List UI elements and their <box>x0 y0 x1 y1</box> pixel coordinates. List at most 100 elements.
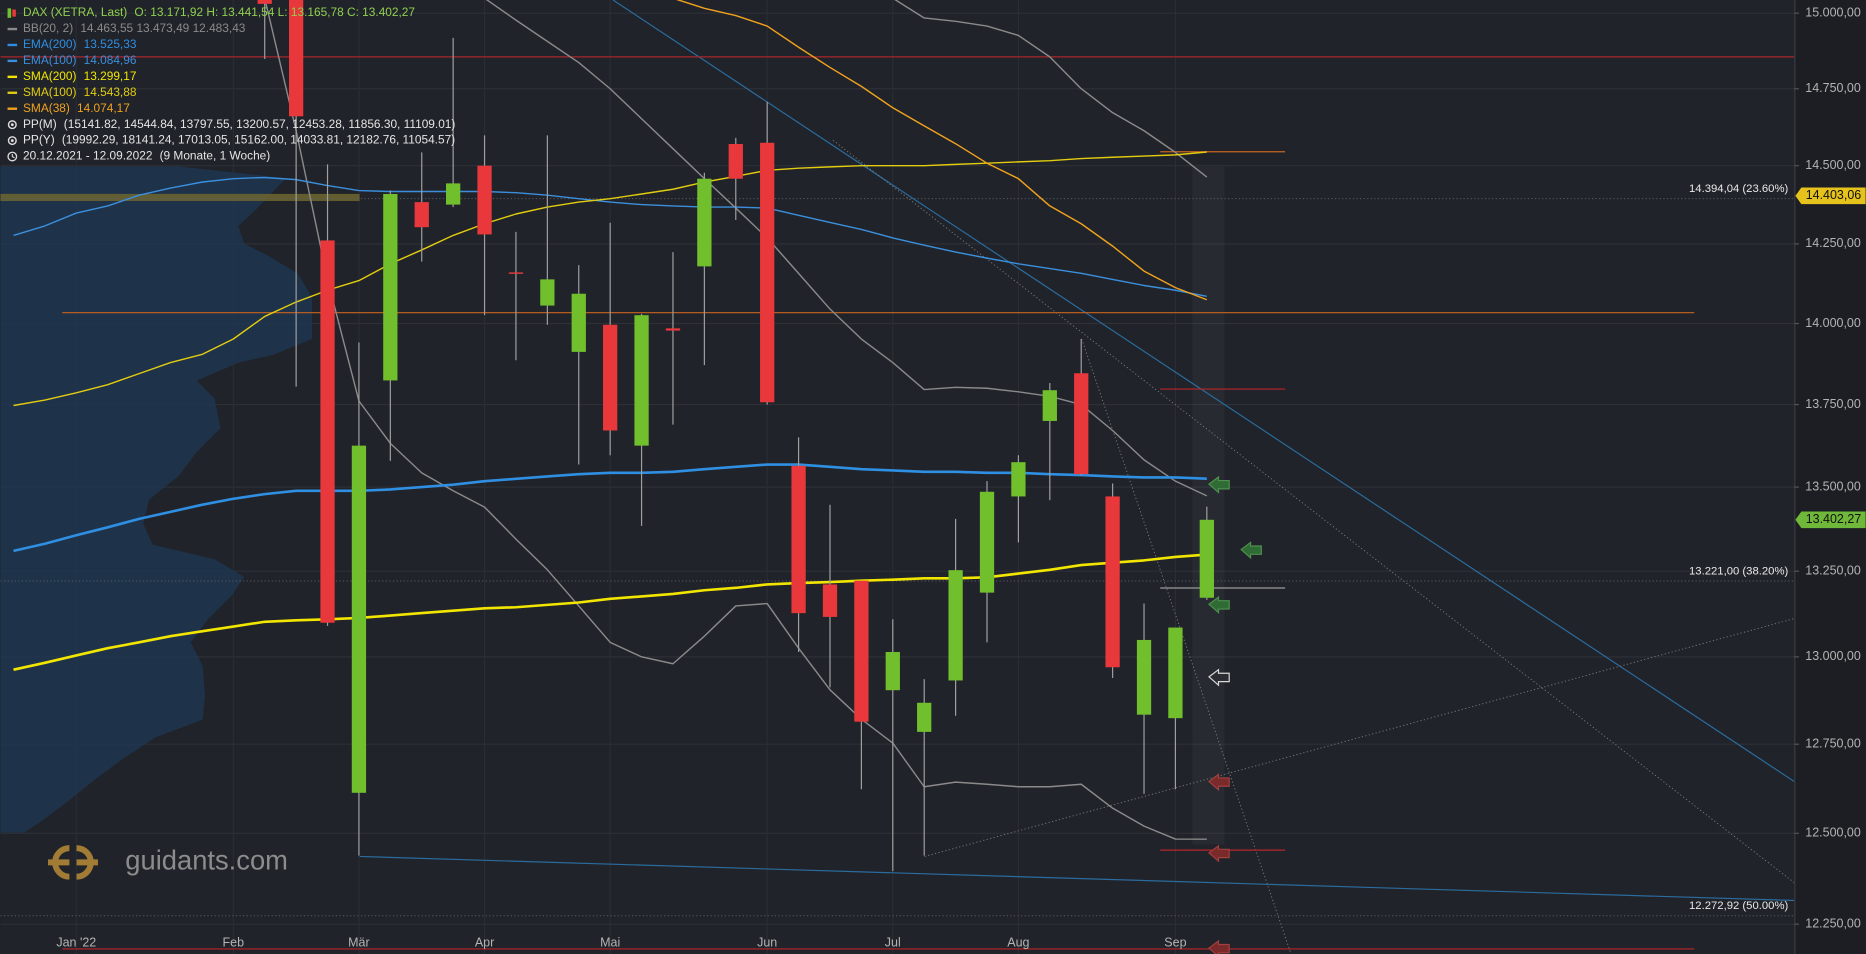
candle-body <box>257 0 272 4</box>
arrow <box>1208 939 1230 954</box>
y-tick-label: 12.750,00 <box>1805 737 1861 751</box>
trend-line <box>832 139 1795 884</box>
fib-label: 13.221,00 (38.20%) <box>1689 566 1788 578</box>
candle-body <box>383 193 398 381</box>
arrow <box>1240 541 1262 560</box>
legend-entry-value: 14.084,96 <box>84 53 137 67</box>
legend-entry-value: 14.074,17 <box>77 101 130 115</box>
fib-label: 12.272,92 (50.00%) <box>1689 900 1788 912</box>
candle-body <box>1136 639 1152 715</box>
legend-icon <box>10 123 14 127</box>
x-tick-label: Feb <box>223 936 245 950</box>
volume-poc <box>0 193 360 202</box>
arrow <box>1208 668 1230 687</box>
candle-body <box>885 652 900 691</box>
legend-icon <box>7 136 17 146</box>
x-tick-label: Aug <box>1007 936 1029 950</box>
y-tick-label: 14.250,00 <box>1805 236 1861 250</box>
candle-body <box>414 202 429 228</box>
legend-icon <box>7 151 18 162</box>
legend-icon <box>7 120 17 130</box>
price-tag-label: 13.402,27 <box>1806 512 1862 526</box>
legend: DAX (XETRA, Last) O: 13.171,92 H: 13.441,… <box>7 5 456 163</box>
x-tick-label: Mai <box>600 936 620 950</box>
candle-body <box>697 178 712 267</box>
trend-lines <box>359 0 1795 954</box>
x-tick-label: Sep <box>1164 936 1186 950</box>
watermark: guidants.com <box>125 845 288 876</box>
indicator-line <box>13 176 1207 298</box>
candle-body <box>1042 390 1057 421</box>
logo-mark <box>76 845 98 880</box>
price-tags: 14.403,06 13.402,27 <box>1795 187 1866 529</box>
indicator-line <box>13 151 1207 407</box>
price-tag-label: 14.403,06 <box>1806 188 1862 202</box>
axes: 12.250,00 12.500,00 12.750,00 13.000,00 13.2… <box>56 5 1861 949</box>
y-tick-label: 13.750,00 <box>1805 397 1861 411</box>
y-tick-label: 14.750,00 <box>1805 81 1861 95</box>
candles <box>257 0 1214 872</box>
y-tick-label: 15.000,00 <box>1805 5 1861 19</box>
indicator-line <box>13 463 1207 553</box>
candle-body <box>665 328 681 331</box>
arrow <box>1208 595 1230 614</box>
indicator-line <box>894 0 1208 178</box>
legend-icon <box>11 153 15 159</box>
candle-body <box>1168 627 1183 719</box>
trend-line <box>612 0 1795 783</box>
legend-period-value: (9 Monate, 1 Woche) <box>160 149 271 163</box>
legend-entry: SMA(200) <box>23 69 77 83</box>
legend-entry: EMA(100) <box>23 53 77 67</box>
plot-background <box>0 0 1794 954</box>
candle-body <box>571 293 586 352</box>
legend-entry-value: 14.463,55 13.473,49 12.483,43 <box>80 21 245 35</box>
y-tick-label: 13.000,00 <box>1805 649 1861 663</box>
y-tick-label: 13.500,00 <box>1805 479 1861 493</box>
x-tick-label: Jul <box>885 936 901 950</box>
candle-body <box>351 445 367 793</box>
candle-body <box>508 272 524 274</box>
y-tick-label: 14.500,00 <box>1805 158 1861 172</box>
x-tick-label: Jan '22 <box>56 936 96 950</box>
indicator-line <box>13 553 1207 671</box>
candle-body <box>320 240 335 623</box>
candle-body <box>1074 373 1089 475</box>
legend-series: DAX (XETRA, Last) <box>23 5 127 19</box>
candle-body <box>917 702 932 732</box>
candle-body <box>288 0 304 117</box>
legend-pivot: PP(Y) <box>23 133 55 147</box>
candle-body <box>822 584 838 617</box>
legend-pivot-value: (19992.29, 18141.24, 17013.05, 15162.00,… <box>62 133 455 147</box>
indicator-line <box>264 0 1207 840</box>
logo-mark <box>47 845 70 880</box>
candle-body <box>1011 462 1026 497</box>
trend-line <box>1081 338 1292 954</box>
candle-body <box>728 144 743 179</box>
price-tag <box>1795 187 1866 205</box>
legend-entry: SMA(38) <box>23 101 70 115</box>
candle-body <box>477 165 492 235</box>
legend-entry: SMA(100) <box>23 85 77 99</box>
indicator-line <box>676 0 1208 301</box>
candle-body <box>760 142 775 403</box>
candle-body <box>791 465 806 614</box>
legend-series-value: O: 13.171,92 H: 13.441,54 L: 13.165,78 C… <box>134 5 415 19</box>
legend-entry: EMA(200) <box>23 37 77 51</box>
arrow <box>1208 773 1230 792</box>
watermark-logo: guidants.com <box>47 845 288 880</box>
legend-entry: BB(20, 2) <box>23 21 73 35</box>
y-tick-label: 14.000,00 <box>1805 316 1861 330</box>
trend-line <box>359 855 1795 902</box>
fib-label: 14.394,04 (23.60%) <box>1689 183 1788 195</box>
x-tick-label: Mär <box>348 936 370 950</box>
candle-body <box>979 491 995 593</box>
candle-body <box>1105 496 1120 668</box>
y-tick-label: 12.250,00 <box>1805 916 1861 930</box>
y-tick-label: 12.500,00 <box>1805 826 1861 840</box>
y-tick-label: 13.250,00 <box>1805 563 1861 577</box>
legend-entry-value: 13.525,33 <box>84 37 137 51</box>
legend-icon <box>7 8 12 18</box>
legend-pivot-value: (15141.82, 14544.84, 13797.55, 13200.57,… <box>64 117 456 131</box>
candle-body <box>603 324 618 431</box>
